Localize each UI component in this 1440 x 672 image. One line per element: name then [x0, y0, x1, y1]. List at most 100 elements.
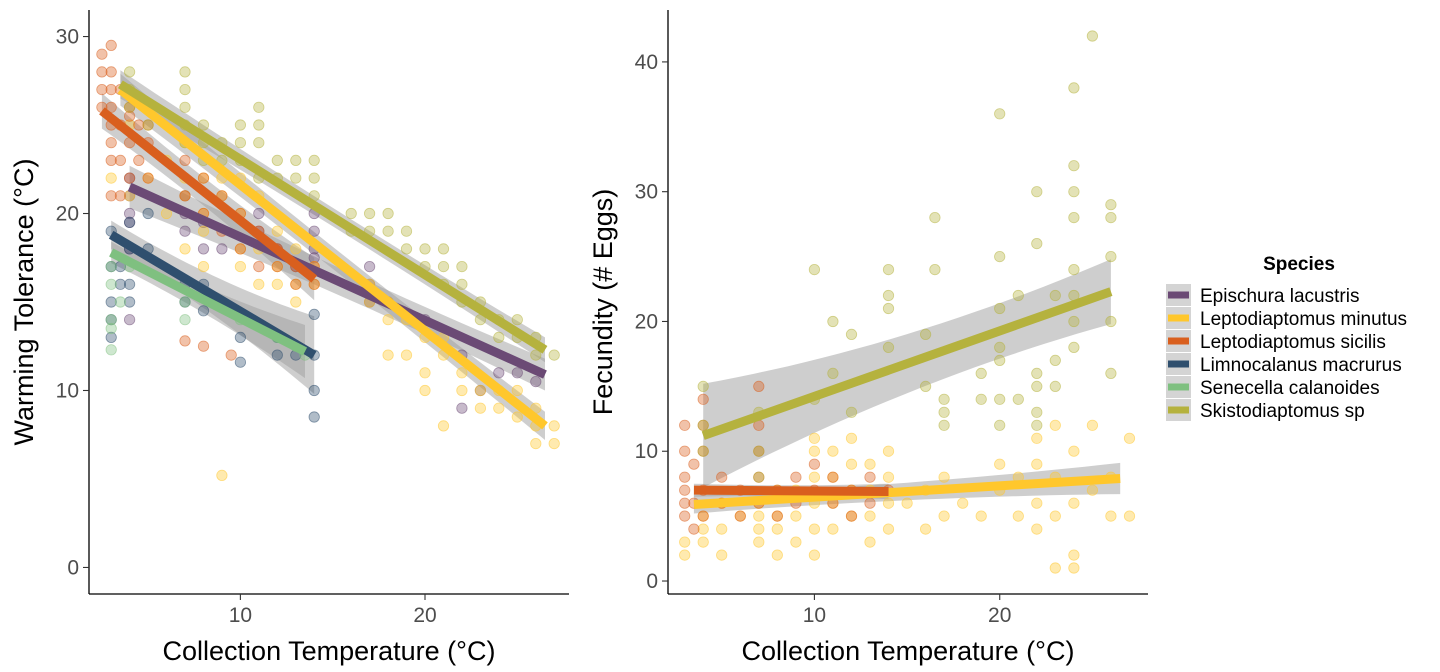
- data-point: [882, 302, 895, 315]
- legend-title: Species: [1263, 254, 1335, 275]
- data-point: [994, 458, 1006, 470]
- data-point: [994, 393, 1006, 405]
- data-point: [179, 190, 191, 202]
- data-point: [1105, 251, 1117, 263]
- fit-line: [693, 485, 889, 496]
- data-point: [124, 66, 136, 78]
- data-point: [382, 314, 394, 326]
- data-point: [808, 432, 821, 444]
- data-point: [548, 420, 560, 432]
- y-tick-label: 10: [635, 440, 658, 463]
- data-point: [994, 354, 1006, 366]
- data-point: [308, 384, 320, 397]
- data-point: [1105, 212, 1117, 224]
- data-point: [253, 101, 265, 113]
- data-point: [400, 349, 413, 361]
- data-point: [1049, 380, 1061, 392]
- data-point: [530, 375, 542, 388]
- data-point: [1068, 186, 1080, 198]
- data-point: [919, 380, 932, 392]
- data-point: [124, 216, 136, 228]
- y-tick-label: 0: [67, 556, 79, 579]
- data-point: [827, 367, 839, 379]
- data-point: [253, 207, 265, 220]
- data-point: [1031, 186, 1043, 198]
- data-point: [808, 263, 821, 276]
- data-point: [1031, 380, 1043, 392]
- data-point: [197, 225, 210, 237]
- data-point: [929, 212, 941, 224]
- data-point: [179, 335, 191, 347]
- data-point: [882, 289, 895, 302]
- legend-label: Senecella calanoides: [1200, 378, 1380, 399]
- data-point: [679, 497, 691, 509]
- data-point: [216, 243, 228, 255]
- data-point: [697, 536, 709, 548]
- data-point: [308, 225, 320, 237]
- data-point: [808, 445, 821, 457]
- fit-line: [109, 248, 308, 356]
- data-point: [1068, 562, 1080, 574]
- data-point: [864, 510, 876, 522]
- data-point: [1123, 432, 1136, 444]
- data-point: [901, 497, 913, 509]
- data-point: [1012, 393, 1024, 405]
- data-point: [753, 523, 765, 535]
- x-axis-title: Collection Temperature (°C): [163, 636, 496, 666]
- data-point: [225, 349, 237, 361]
- data-point: [253, 260, 265, 273]
- data-point: [1031, 523, 1043, 535]
- data-point: [1086, 419, 1099, 431]
- data-point: [400, 225, 413, 237]
- data-point: [808, 523, 821, 535]
- data-point: [179, 314, 191, 326]
- data-point: [345, 207, 357, 220]
- data-point: [994, 341, 1006, 353]
- data-point: [679, 471, 691, 483]
- data-point: [96, 84, 108, 96]
- data-point: [271, 154, 283, 166]
- data-point: [179, 243, 191, 255]
- data-point: [679, 549, 691, 561]
- data-point: [994, 302, 1006, 315]
- data-point: [124, 314, 136, 326]
- y-tick-label: 20: [635, 310, 658, 333]
- data-point: [133, 154, 145, 166]
- data-point: [697, 419, 709, 431]
- data-point: [1012, 289, 1024, 302]
- data-point: [753, 380, 765, 392]
- data-point: [105, 190, 117, 202]
- data-point: [179, 84, 191, 96]
- data-point: [679, 536, 691, 548]
- data-point: [234, 119, 246, 131]
- data-point: [105, 322, 117, 335]
- data-point: [716, 471, 728, 483]
- data-point: [975, 510, 987, 522]
- data-point: [808, 549, 821, 561]
- data-point: [882, 445, 895, 457]
- fecundity-panel: 0 10 20 30 40 10 20 Collection Temperature (°C…: [588, 10, 1148, 666]
- axes: 0 10 20 30 10 20: [56, 10, 569, 627]
- data-point: [1068, 497, 1080, 509]
- data-point: [1068, 341, 1080, 353]
- data-point: [382, 207, 394, 220]
- data-point: [548, 437, 560, 450]
- data-point: [864, 471, 876, 483]
- data-point: [253, 278, 265, 290]
- data-point: [771, 549, 783, 561]
- data-point: [308, 252, 320, 264]
- y-tick-label: 10: [56, 379, 79, 402]
- data-point: [938, 393, 950, 405]
- fit-line: [99, 107, 318, 283]
- x-tick-label: 20: [988, 604, 1011, 627]
- data-point: [771, 523, 783, 535]
- x-axis-title: Collection Temperature (°C): [742, 636, 1075, 666]
- data-point: [456, 278, 468, 290]
- data-point: [753, 536, 765, 548]
- data-point: [716, 549, 728, 561]
- data-point: [845, 406, 858, 418]
- data-point: [808, 471, 821, 483]
- data-point: [697, 510, 709, 522]
- fit-lines: [693, 287, 1121, 509]
